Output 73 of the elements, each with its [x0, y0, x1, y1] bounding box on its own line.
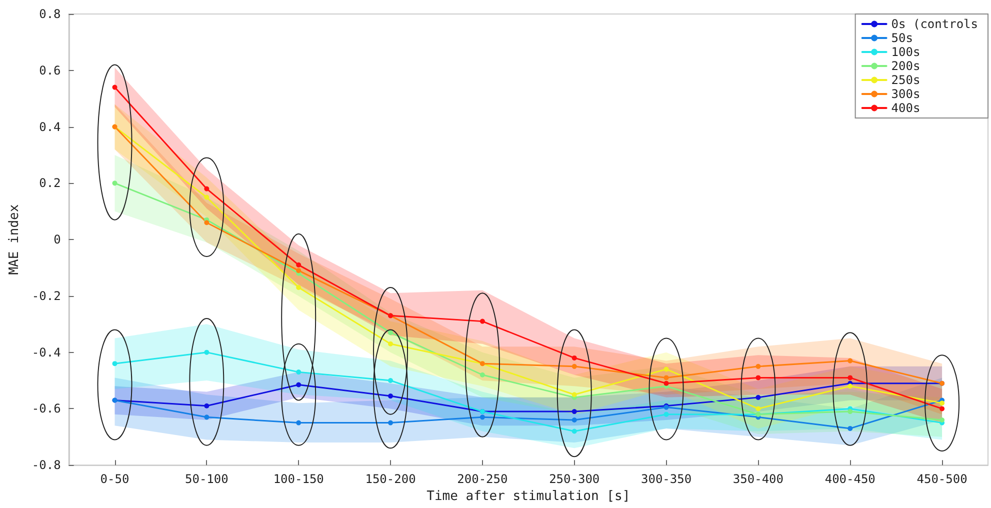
point: [388, 394, 394, 399]
legend-label: 50s: [891, 31, 913, 45]
point: [480, 414, 485, 420]
point: [388, 378, 394, 384]
legend-label: 0s (controls: [891, 17, 978, 31]
y-tick-label: 0.8: [39, 7, 61, 21]
point: [112, 361, 118, 366]
x-tick-label: 350-400: [732, 472, 784, 486]
point: [664, 380, 669, 386]
point: [204, 403, 210, 408]
point: [388, 420, 394, 426]
x-tick-label: 150-200: [365, 472, 416, 486]
point: [296, 420, 302, 426]
legend-label: 250s: [891, 73, 920, 87]
y-axis-title: MAE index: [7, 204, 22, 275]
point: [756, 375, 761, 380]
point: [296, 262, 302, 268]
point: [664, 412, 669, 417]
point: [112, 180, 118, 186]
point: [572, 392, 577, 398]
y-tick-label: -0.8: [32, 458, 61, 472]
point: [296, 284, 302, 290]
point: [296, 370, 302, 375]
point: [940, 400, 945, 406]
legend-label: 200s: [891, 59, 920, 73]
point: [940, 417, 945, 422]
x-tick-label: 300-350: [640, 472, 692, 486]
x-tick-label: 400-450: [824, 472, 876, 486]
x-tick-label: 50-100: [185, 472, 228, 486]
x-tick-label: 0-50: [100, 472, 130, 486]
point: [664, 366, 669, 372]
x-axis-title: Time after stimulation [s]: [426, 489, 630, 504]
point: [296, 382, 302, 388]
y-tick-label: -0.4: [32, 345, 61, 360]
legend-label: 300s: [891, 87, 920, 101]
point: [756, 406, 761, 412]
point: [572, 364, 577, 369]
point: [296, 268, 302, 274]
point: [480, 372, 485, 378]
legend-label: 400s: [891, 101, 920, 115]
point: [572, 428, 577, 434]
point: [848, 426, 853, 431]
y-tick-label: -0.6: [32, 402, 61, 416]
point: [388, 330, 394, 336]
y-tick-label: -0.2: [32, 288, 61, 303]
point: [204, 414, 210, 420]
y-tick-label: 0.6: [39, 63, 61, 78]
x-tick-label: 200-250: [457, 472, 508, 486]
point: [388, 341, 394, 346]
point: [480, 318, 485, 324]
x-tick-label: 100-150: [273, 472, 324, 486]
y-tick-label: 0.2: [39, 176, 61, 190]
point: [572, 355, 577, 360]
point: [848, 384, 853, 389]
legend-label: 100s: [891, 45, 920, 59]
point: [204, 220, 210, 226]
x-tick-label: 450-500: [916, 472, 968, 486]
point: [664, 375, 669, 380]
point: [848, 375, 853, 380]
point: [848, 358, 853, 364]
point: [204, 194, 210, 200]
point: [204, 350, 210, 355]
x-tick-label: 250-300: [549, 472, 600, 486]
point: [572, 409, 577, 414]
point: [848, 409, 853, 414]
point: [204, 186, 210, 192]
y-tick-label: 0: [54, 232, 61, 247]
point: [940, 406, 945, 412]
point: [756, 394, 761, 400]
point: [572, 417, 577, 422]
point: [112, 84, 118, 90]
y-tick-label: 0.4: [39, 120, 61, 134]
point: [756, 364, 761, 369]
